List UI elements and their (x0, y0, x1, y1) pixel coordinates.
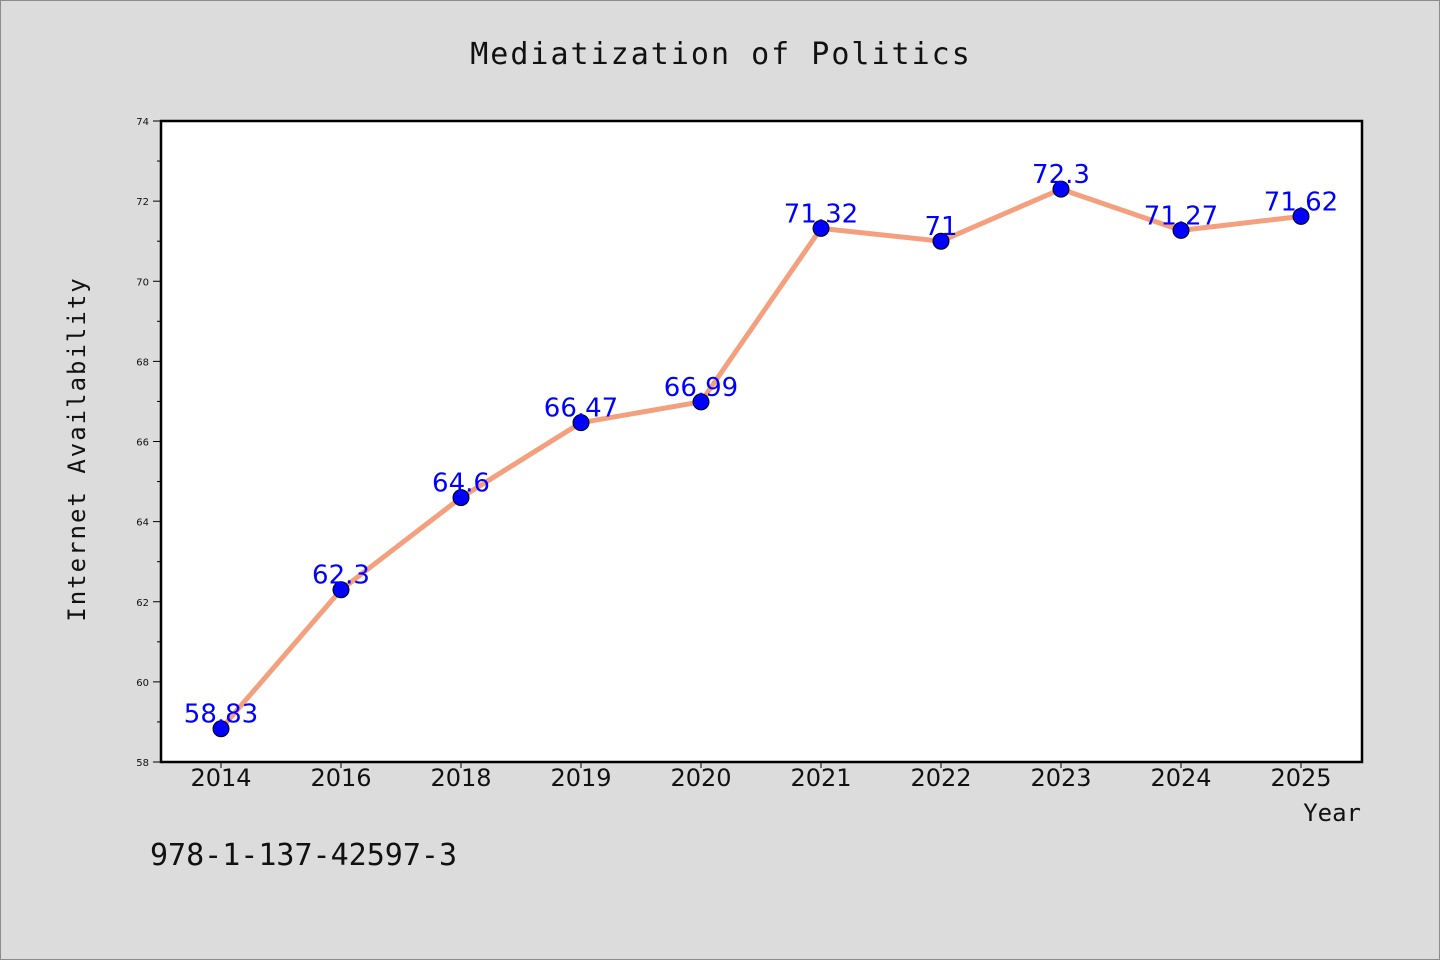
y-tick-label: 70 (136, 277, 149, 288)
data-point (692, 393, 710, 411)
y-tick-label: 66 (136, 438, 149, 449)
isbn-footer: 978-1-137-42597-3 (150, 838, 457, 873)
series-line (218, 186, 1304, 732)
x-tick-label: 2020 (670, 764, 731, 792)
chart-title: Mediatization of Politics (470, 37, 972, 72)
data-point (212, 720, 230, 738)
x-axis-label: Year (1303, 799, 1361, 827)
x-tick-label: 2021 (790, 764, 851, 792)
x-tick-label: 2018 (430, 764, 491, 792)
y-tick-label: 60 (136, 678, 149, 689)
y-tick-label: 58 (136, 758, 149, 769)
data-label: 71.62 (1264, 187, 1338, 217)
data-label: 62.3 (312, 561, 370, 591)
data-label: 66.47 (544, 394, 618, 424)
data-point (452, 489, 470, 507)
data-point (932, 232, 950, 250)
data-label: 71.32 (784, 199, 858, 229)
data-label: 72.3 (1032, 160, 1090, 190)
x-tick-label: 2025 (1270, 764, 1331, 792)
y-axis-label: Internet Availability (63, 276, 91, 621)
y-tick-label: 68 (136, 357, 149, 368)
plot-frame (159, 119, 1364, 764)
data-point (1292, 207, 1310, 225)
x-tick-label: 2019 (550, 764, 611, 792)
y-ticks: 58 60 62 64 66 68 70 72 74 (136, 117, 161, 769)
y-tick-label: 72 (136, 197, 149, 208)
x-tick-label: 2016 (310, 764, 371, 792)
data-point (812, 219, 830, 237)
y-tick-label: 74 (136, 117, 149, 128)
data-point (1052, 180, 1070, 198)
data-label: 66.99 (664, 373, 738, 403)
data-point (1172, 221, 1190, 239)
data-label: 71 (924, 212, 957, 242)
x-tick-label: 2023 (1030, 764, 1091, 792)
x-tick-label: 2024 (1150, 764, 1211, 792)
data-label: 64.6 (432, 469, 490, 499)
y-tick-label: 64 (136, 518, 149, 529)
data-point (572, 414, 590, 432)
x-tick-label: 2014 (190, 764, 251, 792)
x-ticks: 2014 2016 2018 2019 2020 2021 2022 2023 2024 2025 (190, 762, 1332, 792)
plot-area (161, 121, 1362, 762)
data-point (332, 581, 350, 599)
data-series: 58.83 62.3 64.6 66.47 66.99 71.32 71 72.3 71.27 7… (184, 160, 1338, 738)
data-label: 71.27 (1144, 201, 1218, 231)
y-tick-label: 62 (136, 598, 149, 609)
data-label: 58.83 (184, 700, 258, 730)
x-tick-label: 2022 (910, 764, 971, 792)
